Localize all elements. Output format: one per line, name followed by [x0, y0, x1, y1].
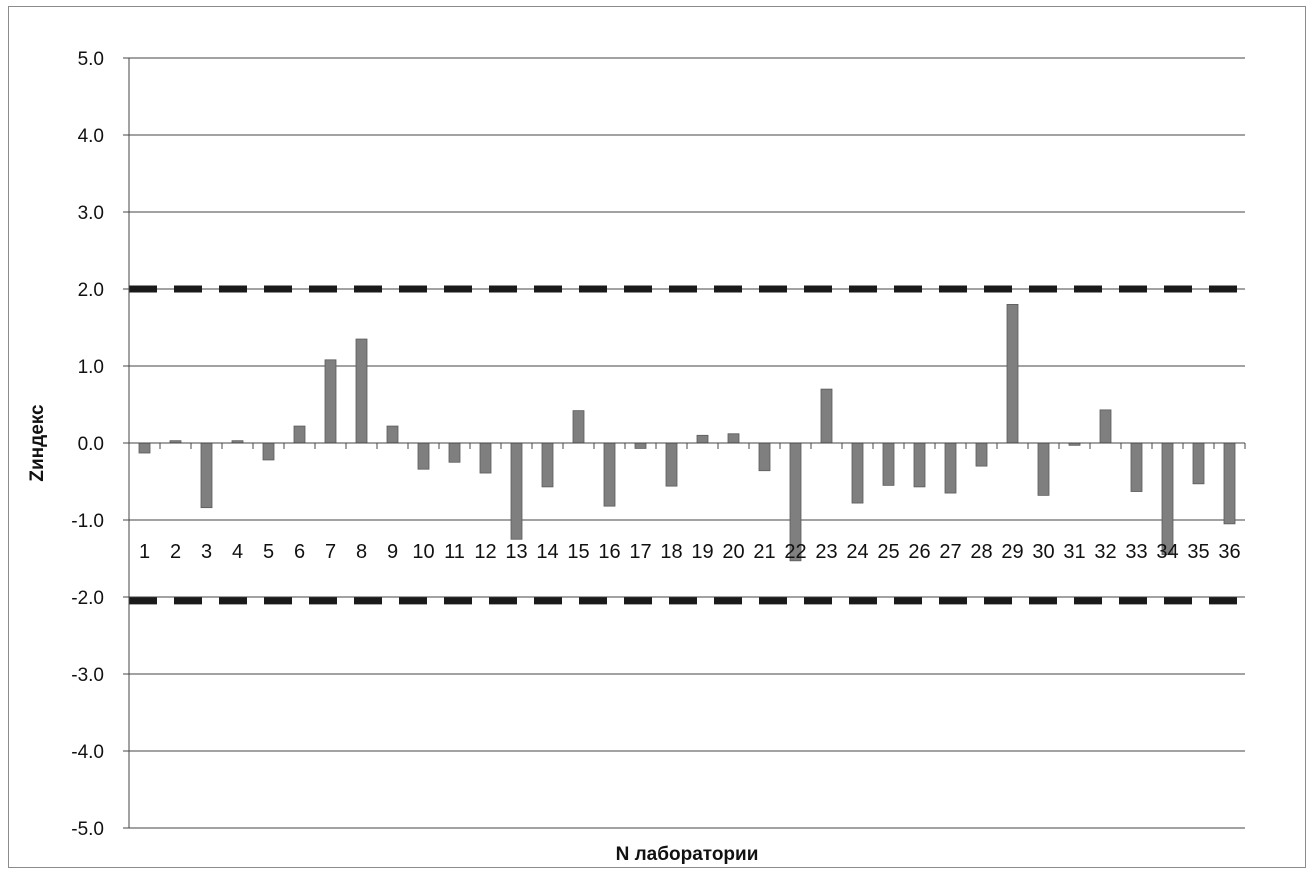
x-tick-label: 22 — [784, 541, 806, 563]
x-tick-label: 15 — [567, 541, 589, 563]
x-tick-label: 1 — [139, 541, 150, 563]
bar — [510, 442, 523, 540]
x-tick-label: 34 — [1156, 541, 1178, 563]
x-tick-label: 14 — [536, 541, 558, 563]
bar — [572, 410, 585, 444]
bar — [913, 442, 926, 488]
x-tick-label: 25 — [877, 541, 899, 563]
x-tick-label: 21 — [753, 541, 775, 563]
x-tick-label: 9 — [387, 541, 398, 563]
bar — [820, 388, 833, 444]
bar — [1099, 409, 1112, 444]
y-tick-label: -2.0 — [71, 588, 104, 609]
x-tick-label: 13 — [505, 541, 527, 563]
x-tick-label: 23 — [815, 541, 837, 563]
y-tick-label: 1.0 — [78, 357, 104, 378]
y-tick-labels: 5.0 4.0 3.0 2.0 1.0 0.0 -1.0 -2.0 -3.0 -4.0 -5.0 — [71, 49, 104, 840]
bar — [975, 442, 988, 467]
bar — [138, 442, 151, 454]
bar — [882, 442, 895, 486]
bar — [1161, 442, 1174, 556]
y-tick-label: -3.0 — [71, 665, 104, 686]
x-tick-label: 2 — [170, 541, 181, 563]
x-tick-label: 28 — [970, 541, 992, 563]
x-tick-label: 8 — [356, 541, 367, 563]
x-tick-label: 5 — [263, 541, 274, 563]
y-axis-title: Zиндекс — [27, 404, 48, 482]
bar — [665, 442, 678, 487]
bar — [262, 442, 275, 461]
x-tick-label: 20 — [722, 541, 744, 563]
bar — [944, 442, 957, 494]
x-tick-label: 24 — [846, 541, 868, 563]
x-tick-label: 32 — [1094, 541, 1116, 563]
bar — [1223, 442, 1236, 525]
y-tick-label: 4.0 — [78, 126, 104, 147]
bar — [758, 442, 771, 472]
bar — [851, 442, 864, 504]
x-tick-label: 35 — [1187, 541, 1209, 563]
x-tick-label: 30 — [1032, 541, 1054, 563]
x-tick-label: 19 — [691, 541, 713, 563]
bar — [200, 442, 213, 509]
bar — [386, 425, 399, 444]
bar — [634, 442, 647, 449]
x-tick-label: 16 — [598, 541, 620, 563]
y-tick-label: -4.0 — [71, 742, 104, 763]
x-tick-label: 31 — [1063, 541, 1085, 563]
x-tick-label: 12 — [474, 541, 496, 563]
x-tick-label: 27 — [939, 541, 961, 563]
bar — [727, 433, 740, 444]
y-tick-label: 3.0 — [78, 203, 104, 224]
bar — [541, 442, 554, 488]
x-tick-label: 33 — [1125, 541, 1147, 563]
x-tick-labels: 1 2 3 4 5 6 7 8 9 10 11 12 13 14 15 16 17 18 19 20 21 22 23 24 2… — [139, 541, 1241, 563]
x-tick-label: 11 — [444, 541, 465, 563]
x-tick-label: 3 — [201, 541, 212, 563]
reference-lines — [129, 285, 1245, 605]
x-tick-label: 36 — [1218, 541, 1240, 563]
y-tick-label: 0.0 — [78, 434, 104, 455]
x-tick-label: 10 — [412, 541, 434, 563]
bar — [696, 434, 709, 444]
y-tick-label: -5.0 — [71, 819, 104, 840]
chart-area — [8, 6, 1306, 868]
x-axis-title: N лаборатории — [616, 844, 759, 865]
bar — [1037, 442, 1050, 496]
bar — [479, 442, 492, 474]
x-tick-label: 26 — [908, 541, 930, 563]
axes — [123, 57, 1246, 829]
bar — [324, 359, 337, 444]
x-tick-label: 18 — [660, 541, 682, 563]
bar — [1006, 303, 1019, 444]
y-tick-label: -1.0 — [71, 511, 104, 532]
bar — [1130, 442, 1143, 492]
x-tick-label: 7 — [325, 541, 336, 563]
bar — [355, 338, 368, 444]
bar — [603, 442, 616, 507]
x-tick-label: 6 — [294, 541, 305, 563]
x-tick-label: 17 — [629, 541, 651, 563]
bar — [417, 442, 430, 470]
y-tick-label: 5.0 — [78, 49, 104, 70]
x-tick-label: 29 — [1001, 541, 1023, 563]
y-tick-label: 2.0 — [78, 280, 104, 301]
bar — [1192, 442, 1205, 485]
bars — [138, 303, 1236, 562]
bar — [293, 425, 306, 444]
bar — [448, 442, 461, 463]
x-tick-label: 4 — [232, 541, 243, 563]
